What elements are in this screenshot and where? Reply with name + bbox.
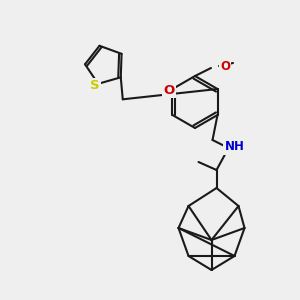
Text: O: O xyxy=(220,59,230,73)
Text: NH: NH xyxy=(225,140,244,154)
Text: O: O xyxy=(164,84,175,97)
Text: S: S xyxy=(90,79,100,92)
